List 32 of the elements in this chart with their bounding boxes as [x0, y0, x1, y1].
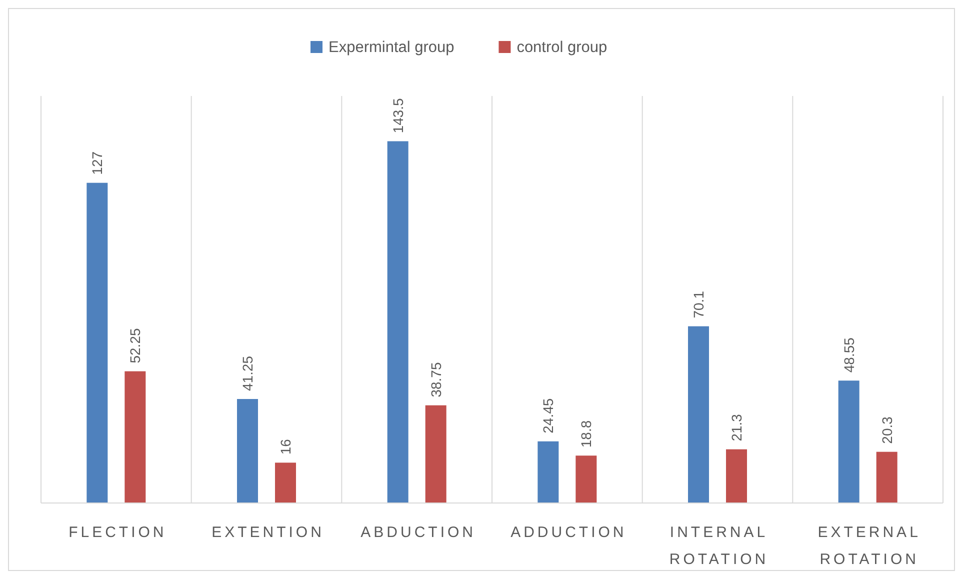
bar — [688, 326, 709, 503]
bar — [538, 441, 559, 503]
x-tick-label: INTERNAL ROTATION — [669, 524, 769, 568]
legend-label: Expermintal group — [328, 39, 454, 56]
data-label: 20.3 — [878, 416, 895, 444]
data-label: 38.75 — [428, 362, 444, 398]
bar — [237, 399, 258, 503]
bar — [275, 462, 296, 503]
data-label: 21.3 — [728, 414, 744, 442]
bar — [838, 380, 860, 503]
bar — [86, 182, 108, 503]
data-label: 48.55 — [840, 337, 857, 373]
bar — [425, 405, 446, 503]
x-tick-label: FLECTION — [68, 524, 167, 541]
bar — [124, 371, 146, 503]
x-tick-label: EXTERNAL ROTATION — [818, 524, 921, 568]
data-label: 24.45 — [540, 398, 556, 434]
data-label: 70.1 — [690, 290, 706, 318]
bar — [387, 141, 408, 503]
bar — [726, 449, 747, 503]
data-label: 143.5 — [390, 98, 406, 134]
data-label: 127 — [89, 151, 106, 175]
x-tick-label: ABDUCTION — [360, 524, 476, 541]
data-label: 52.25 — [127, 328, 144, 364]
bar — [876, 452, 898, 503]
legend-label: control group — [516, 39, 608, 56]
bar — [576, 456, 597, 503]
x-tick-label: EXTENTION — [212, 524, 324, 541]
data-label: 18.8 — [578, 420, 594, 448]
x-tick-label: ADDUCTION — [510, 524, 627, 541]
data-label: 16 — [278, 438, 294, 455]
data-label: 41.25 — [240, 356, 256, 392]
